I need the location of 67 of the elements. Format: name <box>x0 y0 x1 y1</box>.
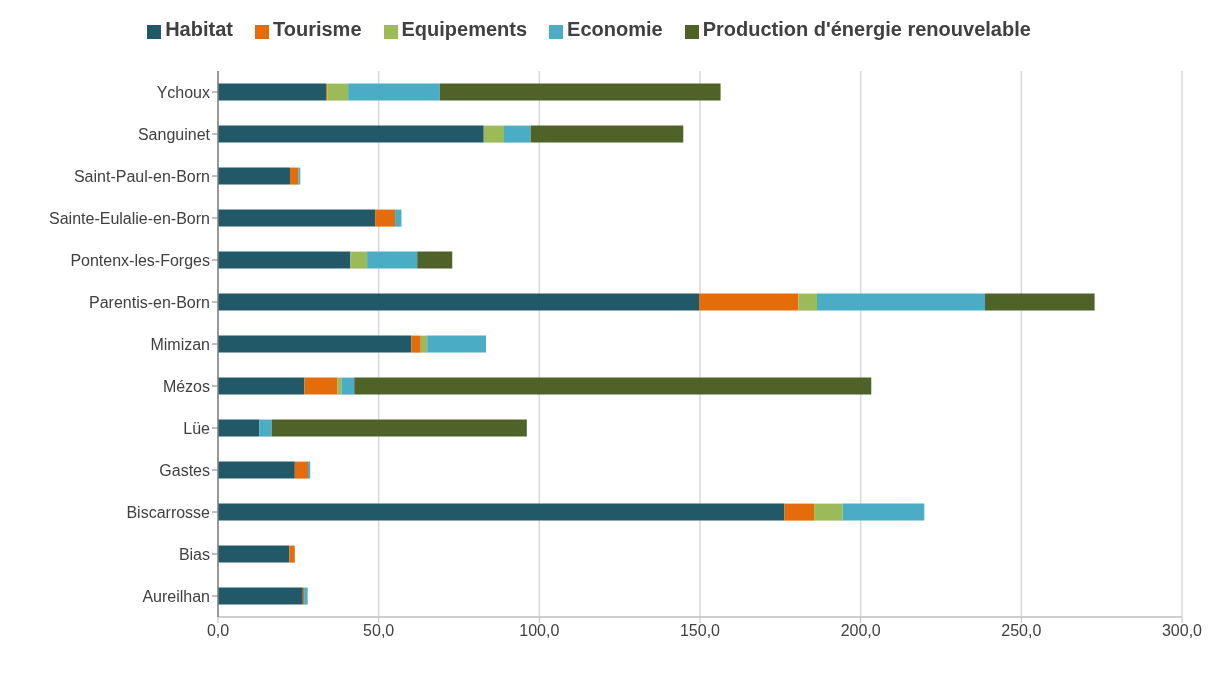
bar <box>218 293 700 311</box>
bar <box>294 461 308 479</box>
bar <box>218 209 376 227</box>
bar <box>271 419 527 437</box>
x-tick-label: 50,0 <box>363 622 395 640</box>
y-tick-label: Lüe <box>183 419 211 437</box>
bar <box>798 293 817 311</box>
bar <box>218 251 351 269</box>
x-tick-label: 0,0 <box>206 622 230 640</box>
legend-label: Production d'énergie renouvelable <box>702 18 1031 40</box>
bar <box>699 293 799 311</box>
bar <box>218 587 303 605</box>
bar <box>784 503 815 521</box>
x-tick-label: 200,0 <box>840 622 881 640</box>
bar <box>985 293 1095 311</box>
x-tick-label: 100,0 <box>519 622 560 640</box>
bar <box>530 125 684 143</box>
bar <box>483 125 504 143</box>
y-tick-label: Ychoux <box>156 83 210 101</box>
legend-label: Equipements <box>401 18 528 40</box>
bar <box>289 167 299 185</box>
bar <box>816 293 986 311</box>
bar <box>354 377 872 395</box>
bar <box>427 335 486 353</box>
bar <box>218 167 290 185</box>
bar <box>417 251 453 269</box>
bar <box>218 83 326 101</box>
bar <box>439 83 721 101</box>
y-tick-label: Mézos <box>162 377 210 395</box>
legend-label: Habitat <box>165 18 233 40</box>
y-tick-label: Sanguinet <box>137 125 211 143</box>
bar <box>503 125 531 143</box>
y-tick-label: Pontenx-les-Forges <box>70 251 210 269</box>
legend-label: Tourisme <box>272 18 362 40</box>
y-tick-label: Gastes <box>159 461 210 479</box>
y-tick-label: Parentis-en-Born <box>89 293 210 311</box>
bar <box>218 503 785 521</box>
bar <box>218 419 260 437</box>
x-tick-label: 300,0 <box>1161 622 1203 640</box>
bar <box>218 545 290 563</box>
y-tick-label: Saint-Paul-en-Born <box>73 167 210 185</box>
bar <box>367 251 418 269</box>
bar <box>395 209 402 227</box>
x-tick-label: 250,0 <box>1001 622 1042 640</box>
y-tick-label: Bias <box>178 545 210 563</box>
bar <box>350 251 368 269</box>
bar <box>814 503 843 521</box>
bar <box>218 335 412 353</box>
legend-label: Economie <box>567 18 663 40</box>
bar <box>289 545 295 563</box>
bar <box>375 209 396 227</box>
bar <box>218 377 305 395</box>
bar <box>304 377 338 395</box>
y-tick-label: Biscarrosse <box>126 503 211 521</box>
y-tick-label: Sainte-Eulalie-en-Born <box>49 209 210 227</box>
y-tick-label: Mimizan <box>150 335 210 353</box>
bar <box>411 335 421 353</box>
bar <box>259 419 272 437</box>
bar <box>420 335 428 353</box>
bar <box>348 83 440 101</box>
bar <box>218 461 295 479</box>
x-tick-label: 150,0 <box>679 622 721 640</box>
bar <box>842 503 925 521</box>
y-tick-label: Aureilhan <box>142 587 210 605</box>
bar <box>218 125 484 143</box>
bar <box>341 377 355 395</box>
bar <box>327 83 349 101</box>
